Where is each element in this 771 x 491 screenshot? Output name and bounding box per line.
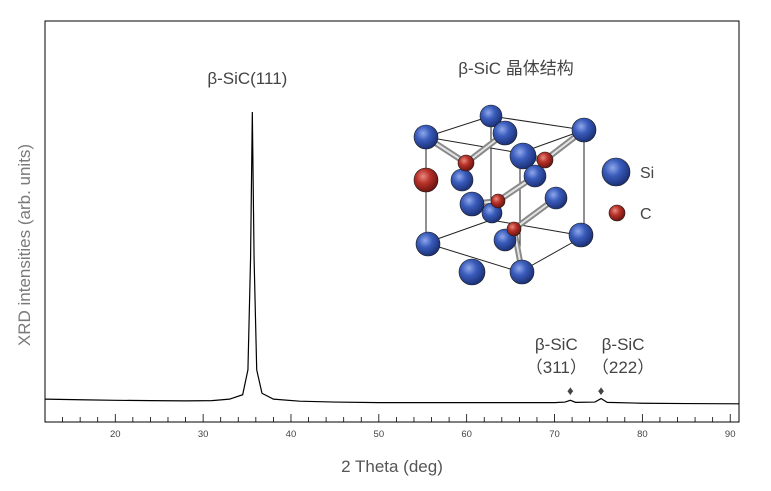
peak-label-222: β-SiC — [602, 335, 645, 354]
peak-label-311: β-SiC — [535, 335, 578, 354]
x-ticks — [44, 414, 731, 422]
si-atom — [544, 186, 568, 210]
c-atom — [536, 151, 554, 169]
si-atom — [450, 168, 474, 192]
y-axis-label: XRD intensities (arb. units) — [15, 144, 34, 346]
si-atom — [458, 258, 486, 286]
x-tick-label: 30 — [198, 429, 209, 440]
legend-label-c: C — [640, 206, 652, 223]
x-tick-label: 80 — [637, 429, 648, 440]
peak-marker-222: ♦ — [598, 383, 605, 398]
c-atom — [506, 221, 522, 237]
si-atom — [571, 117, 597, 143]
si-atom — [509, 142, 537, 170]
legend-swatch-si — [601, 157, 631, 187]
peak-label-311-index: （311） — [526, 358, 587, 377]
si-atom — [492, 120, 518, 146]
c-atom — [457, 154, 475, 172]
legend-swatch-c — [608, 204, 626, 222]
x-tick-label: 20 — [110, 429, 121, 440]
xrd-trace — [44, 111, 740, 405]
peak-label-111: β-SiC(111) — [207, 69, 287, 88]
x-tick-label: 40 — [286, 429, 297, 440]
legend-label-si: Si — [640, 165, 654, 182]
peak-marker-311: ♦ — [567, 383, 574, 398]
si-atom — [459, 191, 485, 217]
x-tick-label: 50 — [374, 429, 385, 440]
x-axis-label: 2 Theta (deg) — [341, 457, 443, 476]
crystal-structure-inset: β-SiC 晶体结构 — [413, 59, 654, 286]
c-atom — [413, 167, 439, 193]
si-atom — [523, 164, 547, 188]
x-tick-label: 90 — [725, 429, 736, 440]
x-tick-labels: 20 30 40 50 60 70 80 90 — [110, 429, 736, 440]
atoms — [413, 104, 597, 286]
si-atom — [568, 222, 594, 248]
plot-frame — [44, 20, 740, 423]
x-tick-label: 60 — [461, 429, 472, 440]
x-tick-label: 70 — [549, 429, 560, 440]
inset-title: β-SiC 晶体结构 — [458, 59, 574, 78]
si-atom — [413, 124, 439, 150]
si-atom — [415, 231, 441, 257]
si-atom — [509, 259, 535, 285]
c-atom — [490, 193, 506, 209]
si-atom — [479, 104, 503, 128]
peak-label-222-index: （222） — [592, 358, 654, 377]
